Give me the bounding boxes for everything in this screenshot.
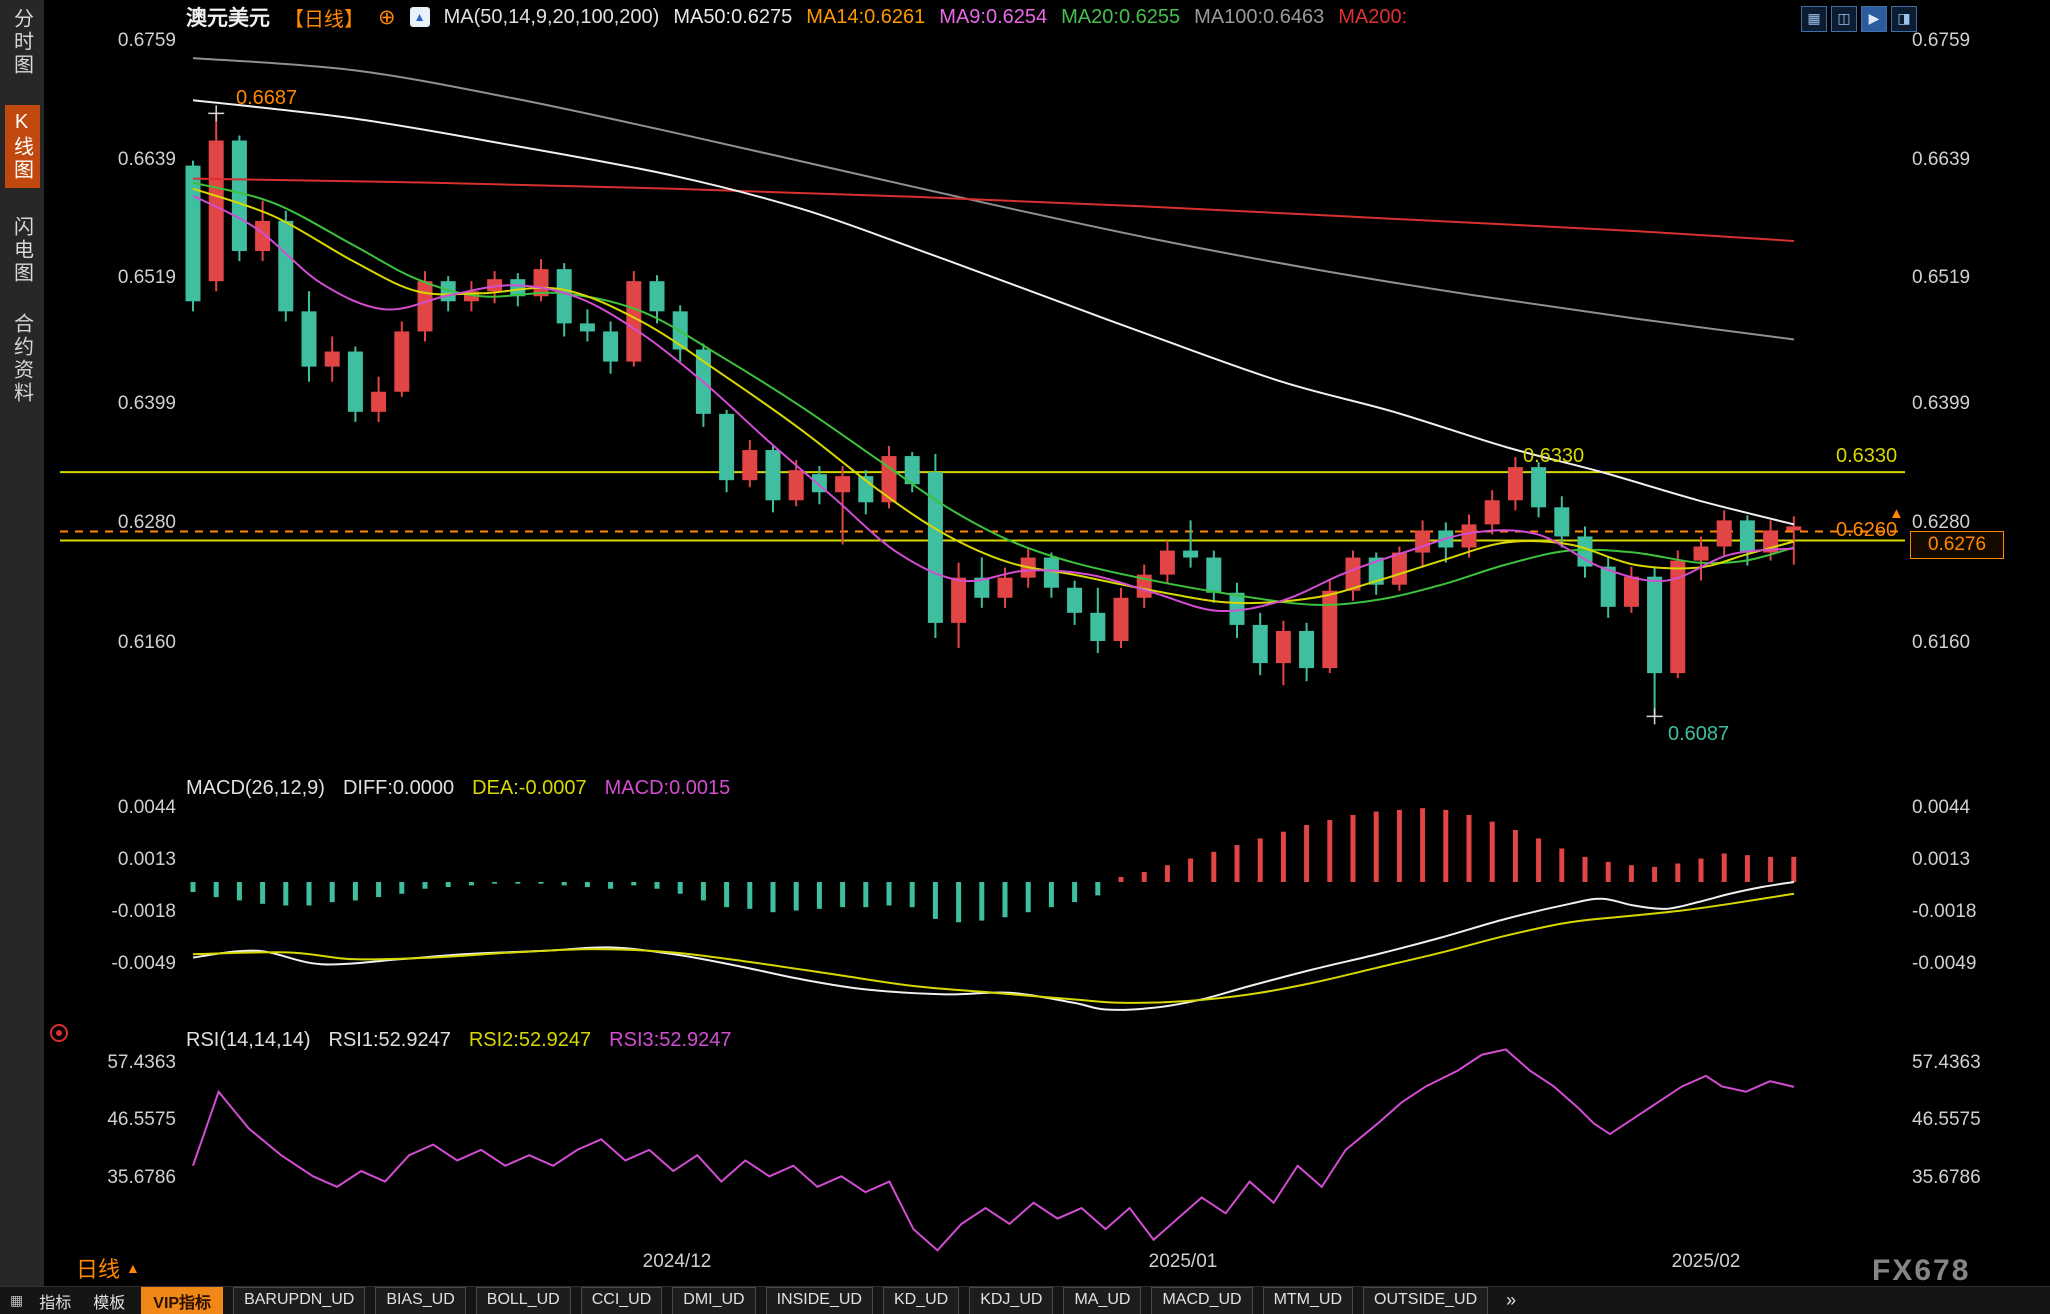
macd-header: MACD(26,12,9) DIFF:0.0000 DEA:-0.0007 MA… bbox=[186, 777, 730, 800]
sidebar-item-flash-chart[interactable]: 闪电图 bbox=[10, 216, 33, 285]
macd-title: MACD(26,12,9) bbox=[186, 777, 325, 799]
macd-tick: 0.0044 bbox=[1912, 797, 1971, 818]
ma14-value: MA14:0.6261 bbox=[806, 5, 926, 28]
price-tick: 0.6759 bbox=[117, 30, 176, 51]
ma50-value: MA50:0.6275 bbox=[673, 5, 793, 28]
rsi-header: RSI(14,14,14) RSI1:52.9247 RSI2:52.9247 … bbox=[186, 1029, 732, 1052]
ma20-value: MA20:0.6255 bbox=[1061, 5, 1181, 28]
rsi-tick: 46.5575 bbox=[1912, 1109, 1981, 1130]
rsi-tick: 35.6786 bbox=[1912, 1167, 1981, 1188]
price-up-arrow-icon: ▲ bbox=[1889, 505, 1904, 522]
rsi-tick: 35.6786 bbox=[107, 1167, 176, 1188]
indicator-kdj[interactable]: KDJ_UD bbox=[969, 1287, 1054, 1314]
macd-tick: -0.0018 bbox=[1912, 901, 1977, 922]
macd-tick: -0.0049 bbox=[1912, 953, 1977, 974]
indicator-bias[interactable]: BIAS_UD bbox=[375, 1287, 466, 1314]
rsi-tick: 57.4363 bbox=[107, 1052, 176, 1073]
indicator-macd[interactable]: MACD_UD bbox=[1151, 1287, 1253, 1314]
indicator-inside[interactable]: INSIDE_UD bbox=[765, 1287, 873, 1314]
tab-indicators[interactable]: 指标 bbox=[39, 1294, 72, 1312]
low-price-label: 0.6087 bbox=[1668, 723, 1730, 745]
indicator-barupdn[interactable]: BARUPDN_UD bbox=[233, 1287, 366, 1314]
sidebar-item-contract-info[interactable]: 合约资料 bbox=[10, 313, 33, 405]
current-price-box: 0.6276 bbox=[1910, 531, 2004, 559]
rsi1-value: RSI1:52.9247 bbox=[328, 1029, 451, 1051]
price-tick: 0.6759 bbox=[1912, 30, 1971, 51]
tab-vip-indicators[interactable]: VIP指标 bbox=[141, 1286, 224, 1314]
split-layout-icon[interactable]: ◫ bbox=[1831, 6, 1857, 32]
price-tick: 0.6399 bbox=[1912, 393, 1971, 414]
period-label[interactable]: 【日线】 bbox=[284, 8, 364, 31]
period-selector-label: 日线 bbox=[76, 1257, 121, 1282]
macd-dea-value: DEA:-0.0007 bbox=[472, 777, 587, 799]
price-tick: 0.6160 bbox=[117, 632, 176, 653]
indicator-cci[interactable]: CCI_UD bbox=[580, 1287, 663, 1314]
resistance-label-right: 0.6330 bbox=[1836, 445, 1898, 467]
macd-tick: -0.0049 bbox=[111, 953, 176, 974]
indicator-mtm[interactable]: MTM_UD bbox=[1262, 1287, 1354, 1314]
indicator-ma[interactable]: MA_UD bbox=[1063, 1287, 1142, 1314]
indicator-dmi[interactable]: DMI_UD bbox=[672, 1287, 756, 1314]
indicator-boll[interactable]: BOLL_UD bbox=[475, 1287, 571, 1314]
sidebar: 分时图 K线图 闪电图 合约资料 bbox=[0, 0, 44, 1286]
macd-tick: 0.0044 bbox=[117, 797, 176, 818]
sidebar-item-kline-chart[interactable]: K线图 bbox=[4, 105, 40, 188]
indicator-kd[interactable]: KD_UD bbox=[882, 1287, 960, 1314]
price-tick: 0.6639 bbox=[1912, 149, 1971, 170]
price-tick: 0.6639 bbox=[117, 149, 176, 170]
price-tick: 0.6280 bbox=[1912, 512, 1971, 533]
sidebar-item-time-chart[interactable]: 分时图 bbox=[10, 8, 33, 77]
tab-templates[interactable]: 模板 bbox=[93, 1294, 126, 1312]
alert-price-label: 0.6260 bbox=[1836, 519, 1898, 541]
rsi-tick: 57.4363 bbox=[1912, 1052, 1981, 1073]
macd-tick: 0.0013 bbox=[117, 849, 176, 870]
rsi2-value: RSI2:52.9247 bbox=[468, 1029, 592, 1051]
date-label: 2025/02 bbox=[1671, 1251, 1741, 1272]
macd-diff-value: DIFF:0.0000 bbox=[342, 777, 455, 799]
symbol-name: 澳元美元 bbox=[186, 7, 270, 30]
ma200-value: MA200: bbox=[1338, 5, 1408, 28]
indicator-menu-icon[interactable]: ▦ bbox=[10, 1292, 24, 1308]
add-indicator-icon[interactable]: ⊕ bbox=[378, 5, 396, 29]
target-icon[interactable] bbox=[50, 1024, 68, 1042]
rsi-tick: 46.5575 bbox=[107, 1109, 176, 1130]
watermark: FX678 bbox=[1872, 1254, 1971, 1287]
period-selector[interactable]: 日线 ▲ bbox=[76, 1252, 140, 1284]
macd-tick: -0.0018 bbox=[111, 901, 176, 922]
resistance-label: 0.6330 bbox=[1523, 445, 1585, 467]
more-indicators-button[interactable]: » bbox=[1506, 1290, 1517, 1310]
indicator-outside[interactable]: OUTSIDE_UD bbox=[1363, 1287, 1489, 1314]
single-layout-icon[interactable]: ◨ bbox=[1891, 6, 1917, 32]
ma9-value: MA9:0.6254 bbox=[939, 5, 1048, 28]
date-label: 2024/12 bbox=[642, 1251, 712, 1272]
macd-tick: 0.0013 bbox=[1912, 849, 1971, 870]
chart-type-icon[interactable]: ▲ bbox=[409, 7, 430, 27]
chart-header: 澳元美元 【日线】 ⊕ ▲ MA(50,14,9,20,100,200) MA5… bbox=[186, 3, 1407, 31]
chevron-up-icon: ▲ bbox=[126, 1260, 140, 1276]
price-tick: 0.6280 bbox=[117, 512, 176, 533]
rsi3-value: RSI3:52.9247 bbox=[609, 1029, 732, 1051]
ma-settings: MA(50,14,9,20,100,200) bbox=[443, 5, 660, 28]
ma100-value: MA100:0.6463 bbox=[1194, 5, 1325, 28]
date-label: 2025/01 bbox=[1148, 1251, 1218, 1272]
price-tick: 0.6519 bbox=[1912, 267, 1971, 288]
grid-layout-icon[interactable]: ▦ bbox=[1801, 6, 1827, 32]
play-icon[interactable]: ▶ bbox=[1861, 6, 1887, 32]
high-price-label: 0.6687 bbox=[236, 87, 298, 109]
bottom-toolbar: ▦ 指标 模板 VIP指标 BARUPDN_UD BIAS_UD BOLL_UD… bbox=[0, 1286, 2050, 1314]
macd-macd-value: MACD:0.0015 bbox=[604, 777, 731, 799]
layout-toolbar: ▦ ◫ ▶ ◨ bbox=[1801, 6, 1917, 32]
price-tick: 0.6519 bbox=[117, 267, 176, 288]
rsi-title: RSI(14,14,14) bbox=[186, 1029, 311, 1051]
price-tick: 0.6399 bbox=[117, 393, 176, 414]
price-tick: 0.6160 bbox=[1912, 632, 1971, 653]
